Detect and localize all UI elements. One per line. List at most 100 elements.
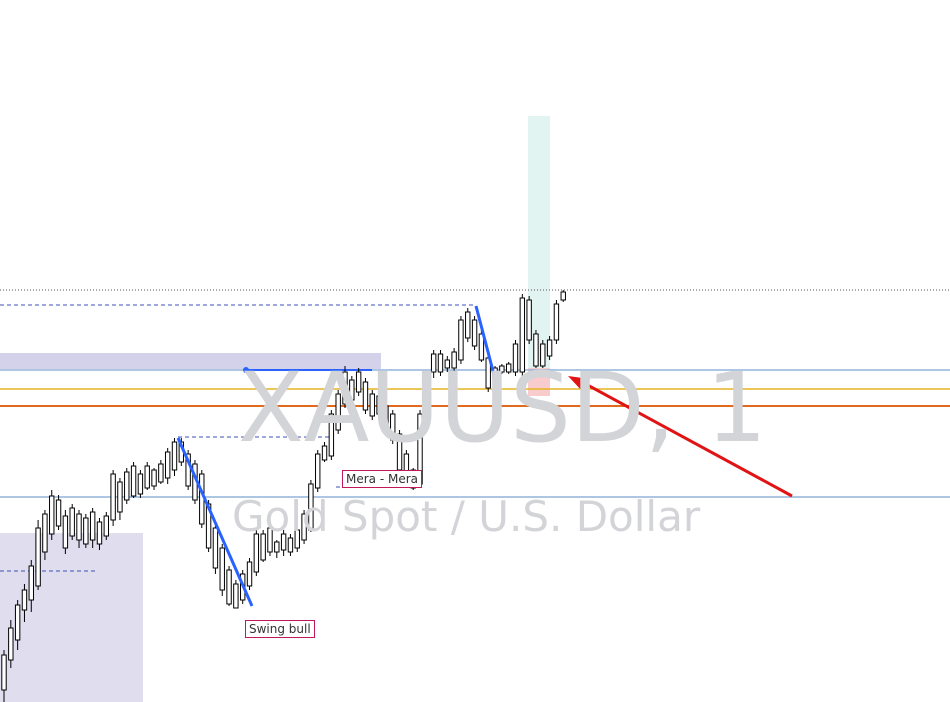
candle bbox=[553, 300, 560, 344]
candle bbox=[226, 566, 232, 606]
candle bbox=[103, 512, 109, 540]
anchor-handle[interactable] bbox=[243, 367, 249, 373]
candle bbox=[144, 462, 150, 490]
candle bbox=[185, 450, 191, 490]
candle bbox=[362, 378, 369, 414]
candle-body bbox=[103, 515, 109, 537]
candle bbox=[137, 470, 144, 498]
candle-body bbox=[533, 333, 539, 367]
swing-line[interactable] bbox=[176, 437, 254, 607]
candle-body bbox=[430, 353, 437, 373]
candle-body bbox=[390, 413, 396, 441]
candle-body bbox=[62, 515, 69, 549]
candle-body bbox=[89, 511, 96, 541]
candle-body bbox=[171, 441, 178, 471]
candle-body bbox=[1, 654, 7, 691]
candle bbox=[342, 366, 348, 408]
candle bbox=[444, 356, 451, 372]
candle-body bbox=[369, 393, 375, 417]
candle bbox=[369, 390, 375, 420]
candle bbox=[321, 442, 328, 462]
candle bbox=[458, 316, 464, 364]
candle-body bbox=[28, 565, 34, 601]
candle bbox=[308, 480, 314, 532]
candle-body bbox=[553, 303, 560, 341]
swing-line[interactable] bbox=[474, 305, 501, 395]
candle-body bbox=[260, 533, 266, 561]
candle-body bbox=[69, 507, 75, 537]
candle bbox=[219, 544, 225, 596]
candle-body bbox=[117, 481, 123, 513]
candle bbox=[171, 438, 178, 476]
candle bbox=[55, 495, 62, 530]
candle-body bbox=[185, 453, 191, 487]
candle bbox=[246, 558, 253, 590]
mera-label[interactable]: Mera - Mera bbox=[342, 470, 423, 488]
arrow-shaft[interactable] bbox=[581, 380, 793, 498]
candle-body bbox=[253, 533, 260, 573]
candle-body bbox=[315, 453, 321, 489]
candle-body bbox=[321, 445, 328, 461]
candle-body bbox=[519, 297, 526, 373]
candle-body bbox=[164, 451, 171, 479]
candle-body bbox=[76, 513, 82, 541]
candle bbox=[83, 514, 89, 548]
candle bbox=[212, 524, 219, 574]
candle-body bbox=[546, 339, 553, 357]
candle bbox=[164, 448, 171, 484]
candle-body bbox=[137, 473, 144, 495]
candle-body bbox=[505, 363, 512, 373]
candle bbox=[315, 450, 321, 492]
candle-body bbox=[540, 343, 546, 367]
candle bbox=[62, 510, 69, 554]
candle-body bbox=[246, 561, 253, 587]
candle-body bbox=[212, 527, 219, 569]
candle-body bbox=[465, 311, 471, 339]
candle-body bbox=[144, 465, 150, 489]
candle bbox=[546, 336, 553, 360]
candle-body bbox=[383, 405, 389, 431]
swing-bull-label[interactable]: Swing bull bbox=[245, 620, 315, 638]
candle bbox=[294, 526, 300, 552]
candle bbox=[124, 468, 130, 504]
candle bbox=[478, 330, 485, 362]
candle-body bbox=[335, 393, 341, 431]
target-zone bbox=[528, 116, 550, 368]
candle bbox=[512, 340, 519, 376]
candle bbox=[280, 530, 287, 556]
candle bbox=[253, 530, 260, 576]
candle-body bbox=[328, 413, 335, 457]
candle-body bbox=[274, 541, 280, 553]
candle-body bbox=[130, 465, 137, 497]
candle bbox=[49, 490, 55, 540]
candle-body bbox=[35, 527, 41, 587]
candle bbox=[35, 520, 41, 590]
candle bbox=[355, 368, 362, 396]
candle bbox=[8, 620, 14, 668]
candle bbox=[451, 348, 457, 372]
candle bbox=[519, 294, 526, 376]
candle-body bbox=[342, 371, 348, 405]
candle-body bbox=[83, 517, 89, 545]
candle bbox=[28, 560, 34, 612]
candle-body bbox=[526, 299, 532, 341]
candle bbox=[424, 380, 430, 424]
candle-body bbox=[376, 395, 382, 415]
candle bbox=[14, 600, 21, 650]
price-levels bbox=[0, 289, 950, 498]
candle-body bbox=[471, 319, 478, 347]
candle-body bbox=[437, 353, 444, 373]
candle-body bbox=[233, 583, 239, 609]
candle-body bbox=[499, 365, 505, 373]
candle bbox=[274, 540, 280, 558]
candle bbox=[158, 460, 164, 484]
candle bbox=[526, 296, 532, 344]
candle-body bbox=[151, 469, 157, 487]
candle-body bbox=[226, 569, 232, 605]
candle-body bbox=[55, 499, 62, 527]
candle-body bbox=[451, 351, 457, 369]
candle-body bbox=[362, 381, 369, 411]
candle-body bbox=[96, 521, 103, 545]
candle bbox=[117, 478, 123, 520]
